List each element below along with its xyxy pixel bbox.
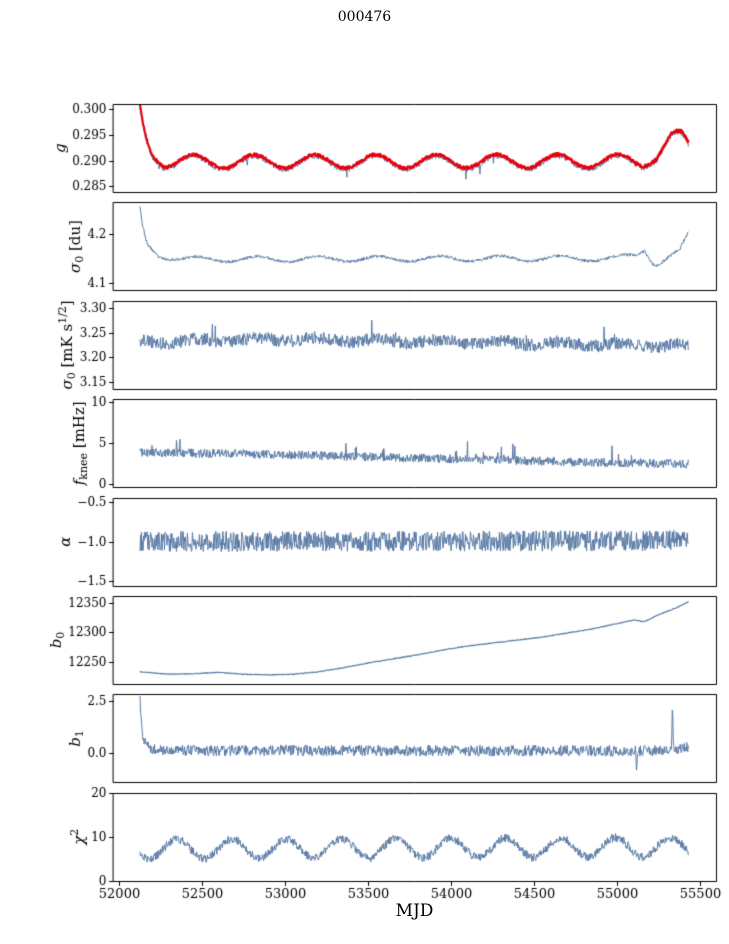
- x-axis-label: MJD: [395, 901, 434, 921]
- figure-title: 000476: [337, 9, 392, 25]
